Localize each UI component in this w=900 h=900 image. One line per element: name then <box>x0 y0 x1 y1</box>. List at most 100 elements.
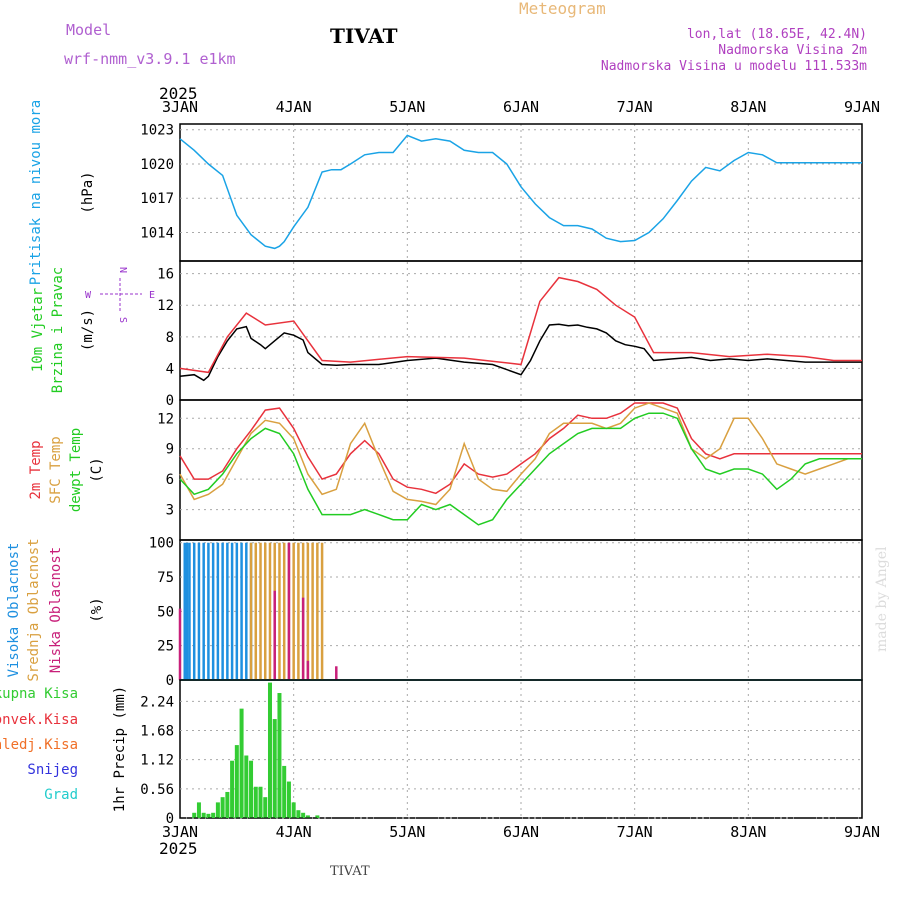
y-tick-label: 1017 <box>140 191 174 207</box>
year-top: 2025 <box>159 84 198 103</box>
y-tick-label: 3 <box>166 503 174 519</box>
cloud-bar <box>178 608 182 680</box>
x-tick-label-bottom: 7JAN <box>617 823 653 841</box>
panel-label-temperature: (C) <box>89 457 105 482</box>
y-tick-label: 75 <box>157 570 174 586</box>
panel-label-temperature: SFC Temp <box>48 436 64 503</box>
cloud-bar <box>301 597 305 680</box>
precip-legend-label: Zaledj.Kisa <box>0 737 78 753</box>
panel-label-clouds: Srednja Oblacnost <box>26 538 42 681</box>
model-label: Model <box>66 21 111 39</box>
series-line-temperature <box>179 402 862 506</box>
x-tick-label-top: 5JAN <box>389 98 425 116</box>
panel-label-clouds: (%) <box>89 597 105 622</box>
cloud-bar <box>235 542 239 680</box>
x-tick-label-top: 4JAN <box>276 98 312 116</box>
compass-north: N <box>117 267 128 273</box>
x-tick-label-bottom: 3JAN <box>162 823 198 841</box>
y-tick-label: 100 <box>149 536 174 552</box>
elevation-label: Nadmorska Visina 2m <box>718 43 867 58</box>
y-tick-label: 1.68 <box>140 724 174 740</box>
series-line-wind <box>179 323 862 382</box>
y-tick-label: 1023 <box>140 123 174 139</box>
cloud-bar <box>192 542 196 680</box>
precip-legend-label: Grad <box>44 787 78 803</box>
wind-label: 10m Vjetar <box>30 288 46 372</box>
wind-units-label: (m/s) <box>80 309 96 351</box>
cloud-bar <box>183 542 186 680</box>
x-tick-label-top: 9JAN <box>844 98 880 116</box>
panel-frame-precip <box>179 679 863 819</box>
cloud-bar <box>207 542 210 680</box>
footer-station: TIVAT <box>330 864 370 879</box>
cloud-bar <box>216 542 220 680</box>
cloud-bar <box>202 542 205 680</box>
x-tick-label-bottom: 5JAN <box>389 823 425 841</box>
y-tick-label: 0 <box>166 673 174 689</box>
series-line-wind <box>179 276 862 374</box>
y-tick-label: 0.56 <box>140 782 174 798</box>
panel-label-temperature: 2m Temp <box>28 440 44 499</box>
cloud-bar <box>240 542 243 680</box>
cloud-bar <box>254 542 258 680</box>
precip-legend-label: Konvek.Kisa <box>0 712 78 728</box>
precip-bar <box>234 745 239 818</box>
precip-bar <box>272 719 277 818</box>
y-tick-label: 12 <box>157 298 174 314</box>
precip-bar <box>277 693 282 818</box>
precip-bar <box>253 786 258 818</box>
precip-bar <box>282 765 287 818</box>
cloud-bar <box>226 542 229 680</box>
cloud-bar <box>273 590 276 680</box>
y-tick-label: 16 <box>157 267 174 283</box>
x-tick-label-top: 8JAN <box>730 98 766 116</box>
panel-label-pressure: (hPa) <box>80 171 96 213</box>
precip-bar <box>201 812 206 818</box>
precip-bar <box>286 781 291 818</box>
cloud-bar <box>282 542 286 680</box>
precip-bar <box>192 812 197 818</box>
cloud-bar <box>245 542 248 680</box>
y-tick-label: 0 <box>166 393 174 409</box>
x-tick-label-top: 7JAN <box>617 98 653 116</box>
y-tick-label: 12 <box>157 411 174 427</box>
precip-bar <box>258 786 263 818</box>
panel-label-temperature: dewpt Temp <box>68 428 84 512</box>
x-tick-label-bottom: 4JAN <box>276 823 312 841</box>
precip-bar <box>296 810 301 818</box>
cloud-bar <box>249 542 253 680</box>
cloud-bar <box>311 542 314 680</box>
cloud-bar <box>335 666 338 680</box>
series-line-pressure <box>179 134 862 250</box>
y-tick-label: 0 <box>166 811 174 827</box>
precip-bar <box>225 791 230 818</box>
precip-bar <box>249 760 254 818</box>
compass-west: W <box>85 290 92 301</box>
y-tick-label: 9 <box>166 442 174 458</box>
panel-label-clouds: Niska Oblacnost <box>48 547 64 673</box>
precip-legend-label: Snijeg <box>27 762 78 778</box>
precip-bar <box>239 708 244 818</box>
x-tick-label-top: 3JAN <box>162 98 198 116</box>
cloud-bar <box>264 542 267 680</box>
cloud-bar <box>259 542 262 680</box>
series-line-temperature <box>179 402 862 495</box>
y-tick-label: 1014 <box>140 225 174 241</box>
y-tick-label: 4 <box>166 361 174 377</box>
cloud-bar <box>221 542 224 680</box>
cloud-bar <box>297 542 300 680</box>
station-title: TIVAT <box>330 24 398 48</box>
y-tick-label: 1020 <box>140 157 174 173</box>
y-tick-label: 2.24 <box>140 694 174 710</box>
series-line-temperature <box>179 412 862 526</box>
cloud-bar <box>306 660 310 680</box>
credit-watermark: made by Angel <box>874 546 890 652</box>
x-tick-label-bottom: 9JAN <box>844 823 880 841</box>
y-tick-label: 6 <box>166 472 174 488</box>
cloud-bar <box>185 542 189 680</box>
panel-label-pressure: Pritisak na nivou mora <box>28 100 44 285</box>
precip-legend-label: Ukupna Kisa <box>0 686 78 702</box>
precip-bar <box>244 755 249 818</box>
cloud-bar <box>278 542 281 680</box>
